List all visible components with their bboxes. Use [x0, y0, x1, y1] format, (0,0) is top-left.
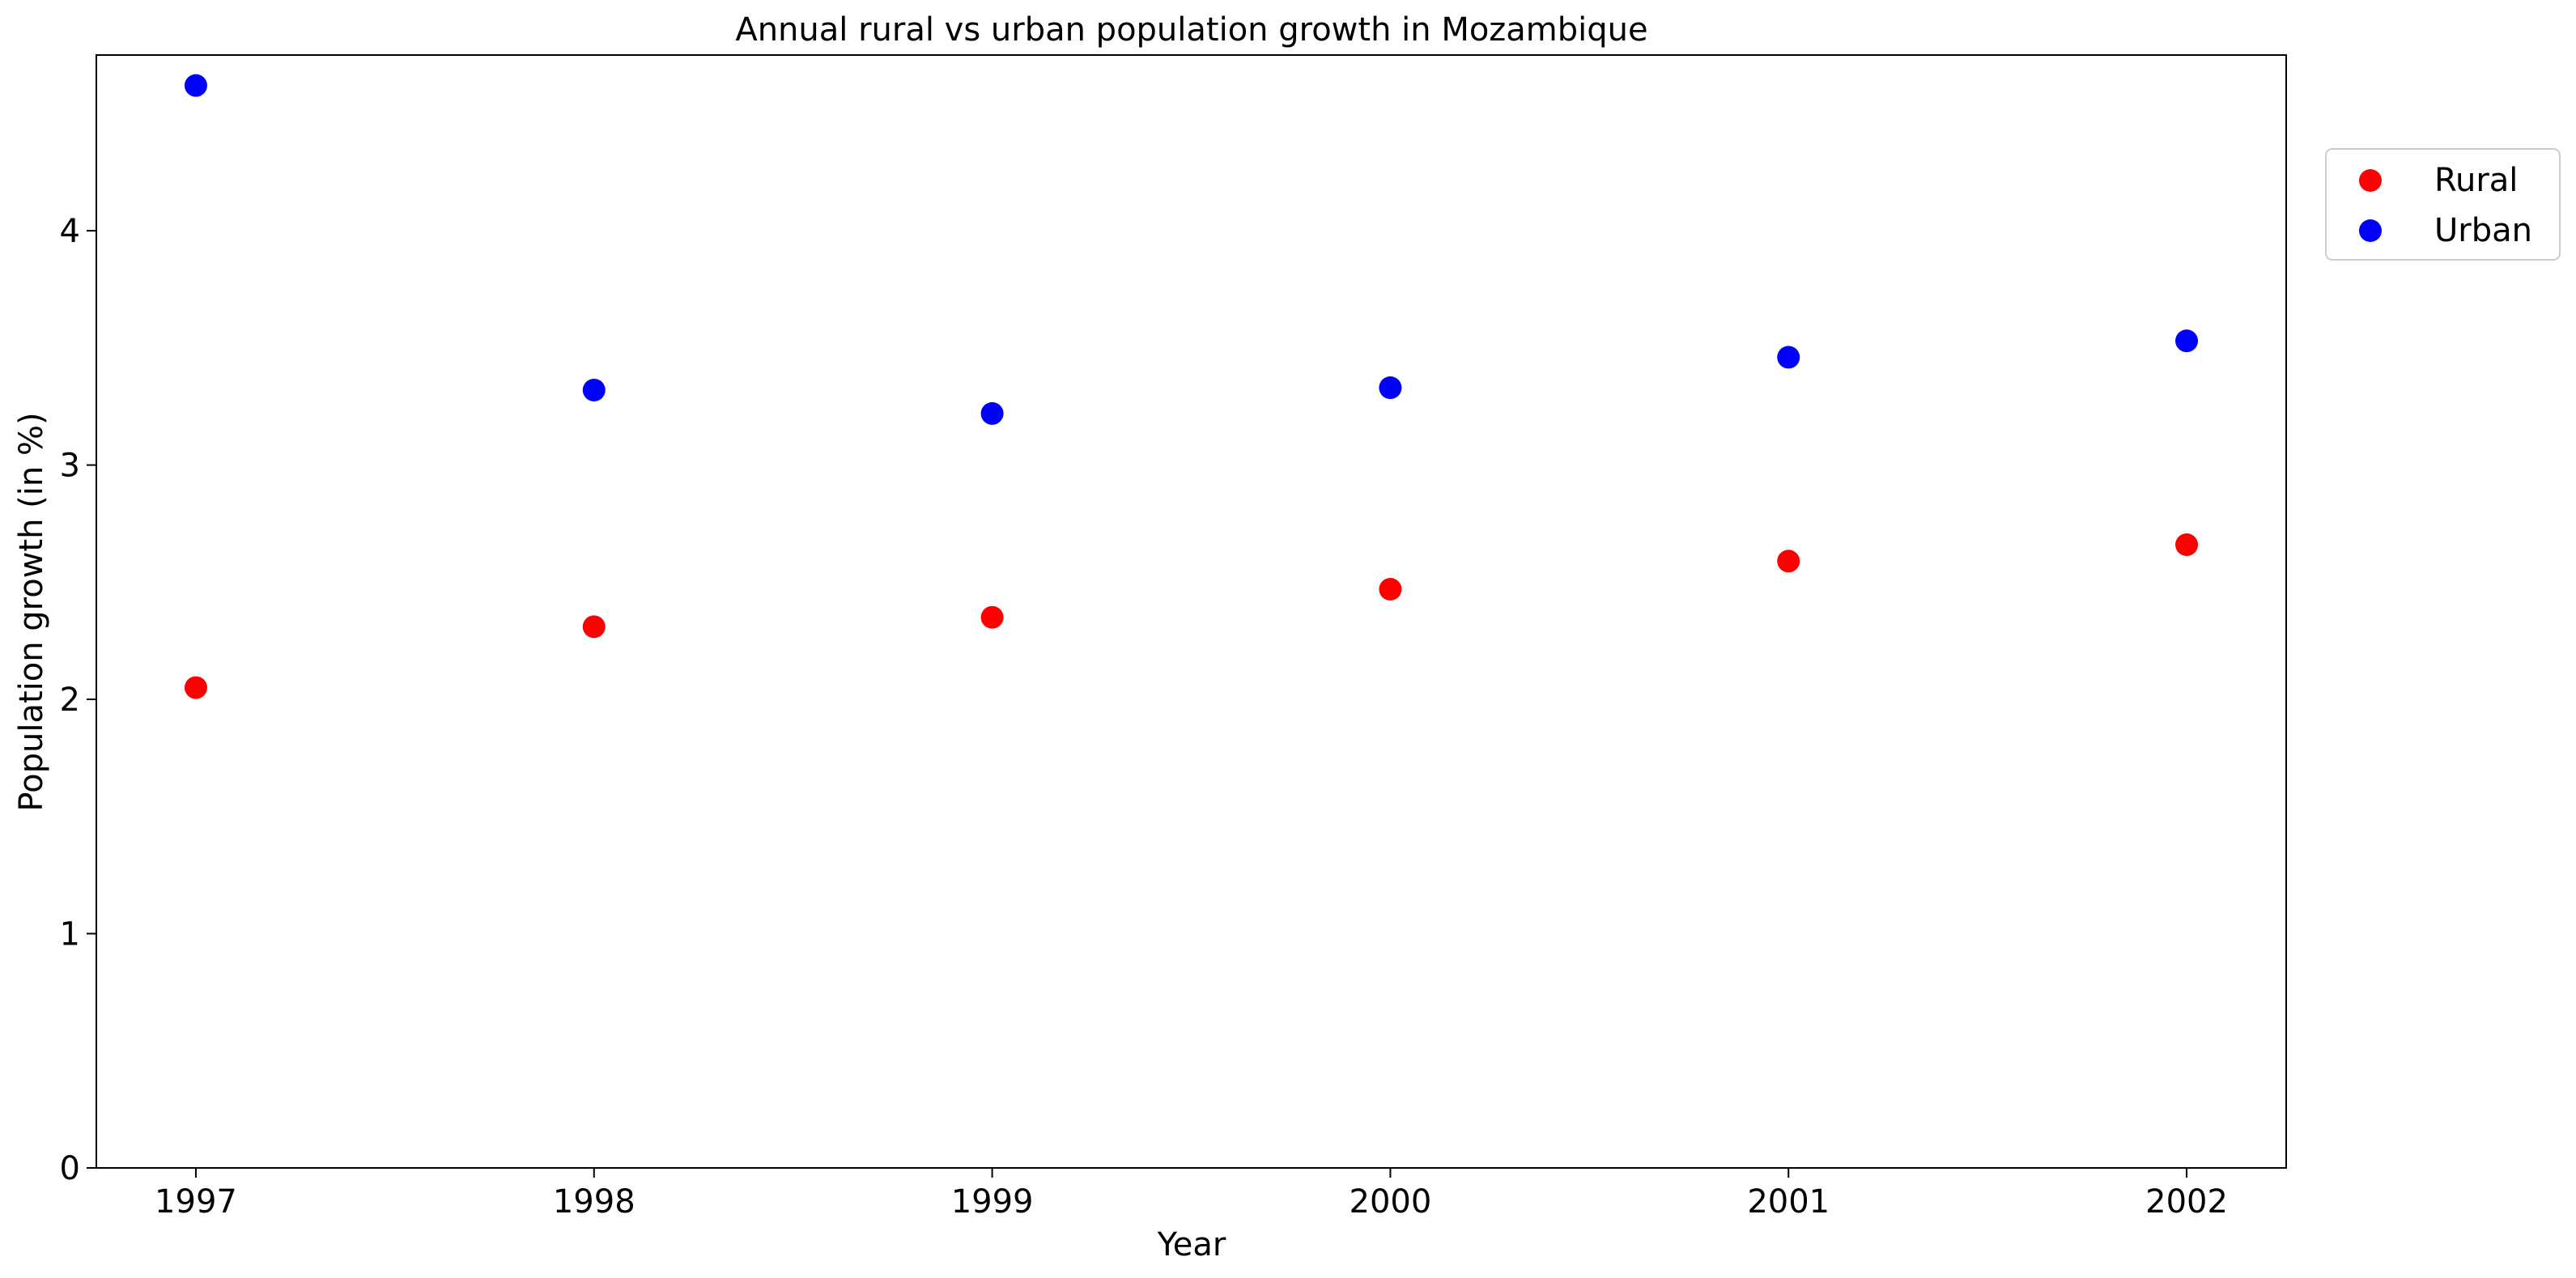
- x-axis-ticks: 1997 1998 1999 2000 2001 2002: [155, 1168, 2228, 1221]
- plot-area: [96, 54, 2287, 1169]
- y-tick-label: 1: [60, 916, 80, 953]
- point-urban-1998: [582, 378, 606, 401]
- x-tick-label: 2002: [2145, 1183, 2228, 1221]
- y-axis-ticks: 0 1 2 3 4: [60, 213, 96, 1187]
- y-tick-label: 3: [60, 448, 80, 485]
- point-urban-2001: [1777, 346, 1800, 369]
- point-rural-1998: [582, 615, 606, 639]
- x-axis-label: Year: [1157, 1226, 1226, 1263]
- point-rural-1999: [980, 605, 1004, 629]
- point-urban-1997: [184, 74, 207, 97]
- legend: Rural Urban: [2325, 148, 2561, 261]
- point-urban-2000: [1379, 376, 1402, 400]
- x-tick-label: 2000: [1350, 1183, 1432, 1221]
- y-tick-label: 2: [60, 681, 80, 719]
- point-rural-2001: [1777, 550, 1800, 573]
- chart-title: Annual rural vs urban population growth …: [735, 11, 1647, 49]
- data-points: [184, 74, 2199, 699]
- legend-label-urban: Urban: [2434, 212, 2532, 249]
- y-axis-label: Population growth (in %): [13, 412, 50, 811]
- y-tick-label: 0: [60, 1150, 80, 1187]
- x-tick-label: 1997: [155, 1183, 237, 1221]
- legend-box: [2325, 148, 2561, 261]
- x-tick-label: 2001: [1747, 1183, 1830, 1221]
- point-rural-2000: [1379, 578, 1402, 601]
- legend-marker-rural: [2359, 169, 2382, 192]
- point-rural-2002: [2175, 533, 2199, 556]
- x-tick-label: 1998: [553, 1183, 635, 1221]
- point-rural-1997: [184, 676, 207, 699]
- legend-marker-urban: [2359, 219, 2382, 242]
- legend-label-rural: Rural: [2434, 162, 2518, 199]
- y-tick-label: 4: [60, 213, 80, 250]
- point-urban-1999: [980, 401, 1004, 425]
- point-urban-2002: [2175, 329, 2199, 353]
- x-tick-label: 1999: [951, 1183, 1034, 1221]
